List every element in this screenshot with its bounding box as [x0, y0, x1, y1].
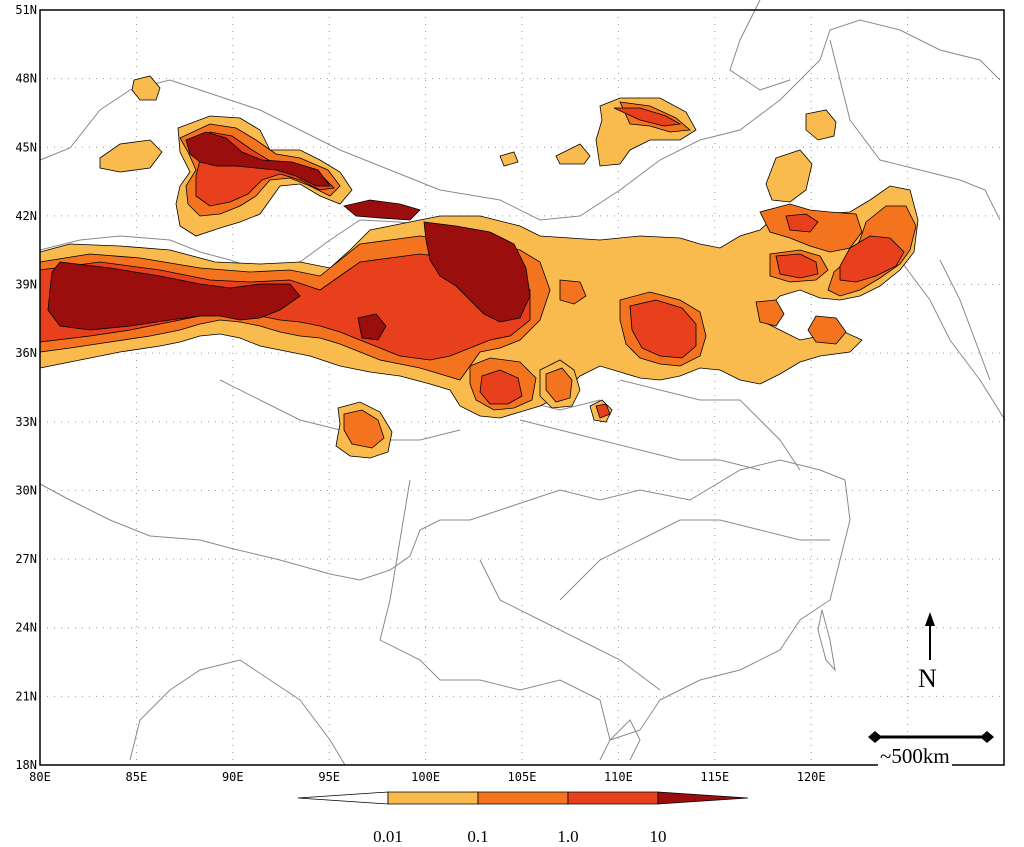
lat-tick-label: 39N	[15, 278, 37, 292]
lat-tick-label: 27N	[15, 552, 37, 566]
colorbar-label-0: 0.01	[373, 827, 403, 846]
lat-tick-label: 18N	[15, 758, 37, 772]
lat-tick-label: 21N	[15, 689, 37, 703]
lon-tick-label: 95E	[318, 770, 340, 784]
colorbar-segment	[297, 791, 389, 805]
north-arrow-icon	[925, 612, 935, 626]
colorbar-segment	[477, 791, 569, 805]
colorbar-label-1: 0.1	[467, 827, 489, 846]
lon-tick-label: 115E	[700, 770, 729, 784]
north-arrow	[925, 612, 935, 660]
scale-bar-right-end-icon	[980, 731, 994, 743]
scale-bar	[868, 731, 994, 743]
colorbar-segment	[567, 791, 659, 805]
scale-bar-left-end-icon	[868, 731, 882, 743]
scale-bar-label: ~500km	[878, 744, 952, 769]
colorbar-label-3: 10	[649, 827, 667, 846]
lon-tick-label: 90E	[222, 770, 244, 784]
lat-tick-label: 36N	[15, 346, 37, 360]
lon-tick-label: 105E	[508, 770, 537, 784]
lon-tick-label: 100E	[411, 770, 440, 784]
lat-tick-label: 42N	[15, 209, 37, 223]
lat-tick-label: 24N	[15, 621, 37, 635]
colorbar	[297, 791, 749, 805]
concentration-regions	[39, 75, 919, 459]
legend-mask	[856, 766, 1024, 788]
lon-tick-label: 85E	[126, 770, 148, 784]
longitude-axis: 80E85E90E95E100E105E110E115E120E125E130E	[29, 770, 1018, 784]
level-10-regions	[47, 131, 531, 341]
north-label: N	[918, 664, 937, 693]
lon-tick-label: 80E	[29, 770, 51, 784]
map-frame	[39, 9, 1005, 766]
latitude-axis: 18N 21N 24N 27N 30N 33N 36N 39N 42N 45N 48N 51N	[15, 3, 37, 772]
lat-tick-label: 48N	[15, 72, 37, 86]
lat-tick-label: 45N	[15, 140, 37, 154]
lon-tick-label: 120E	[797, 770, 826, 784]
lat-tick-label: 33N	[15, 415, 37, 429]
colorbar-label-2: 1.0	[557, 827, 579, 846]
lon-tick-label: 110E	[604, 770, 633, 784]
lat-tick-label: 30N	[15, 483, 37, 497]
colorbar-segment	[657, 791, 749, 805]
colorbar-segment	[387, 791, 479, 805]
lat-tick-label: 51N	[15, 3, 37, 17]
